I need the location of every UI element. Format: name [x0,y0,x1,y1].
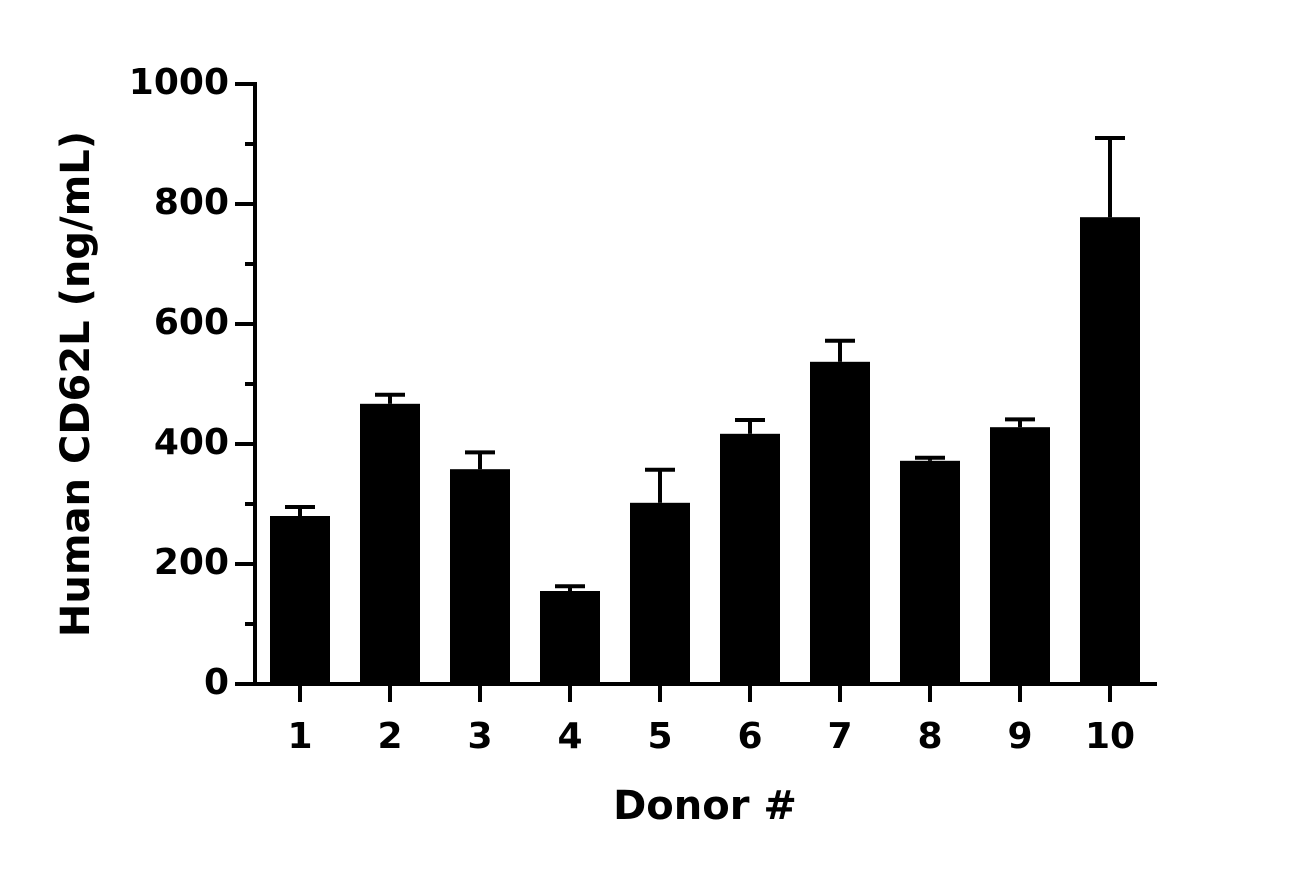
y-tick-label: 400 [154,422,229,463]
bar [540,591,600,684]
x-tick-label: 2 [377,716,402,757]
bar [720,433,780,684]
x-tick-label: 7 [827,716,852,757]
bar [900,460,960,684]
bar [1080,217,1140,684]
y-tick-label: 0 [204,662,229,703]
bar [810,361,870,684]
x-tick-label: 4 [557,716,582,757]
x-tick-label: 3 [467,716,492,757]
x-axis-title: Donor # [613,783,797,829]
bar [630,502,690,684]
y-tick-label: 200 [154,542,229,583]
bar [990,427,1050,684]
y-tick-label: 600 [154,302,229,343]
x-tick-label: 9 [1007,716,1032,757]
y-tick-label: 1000 [129,62,229,103]
y-axis-title: Human CD62L (ng/mL) [53,131,99,637]
y-tick-label: 800 [154,182,229,223]
bar [360,403,420,684]
x-tick-label: 8 [917,716,942,757]
x-tick-label: 6 [737,716,762,757]
x-tick-label: 10 [1085,716,1135,757]
bar [450,469,510,684]
bar [270,516,330,684]
x-tick-label: 5 [647,716,672,757]
x-tick-label: 1 [287,716,312,757]
